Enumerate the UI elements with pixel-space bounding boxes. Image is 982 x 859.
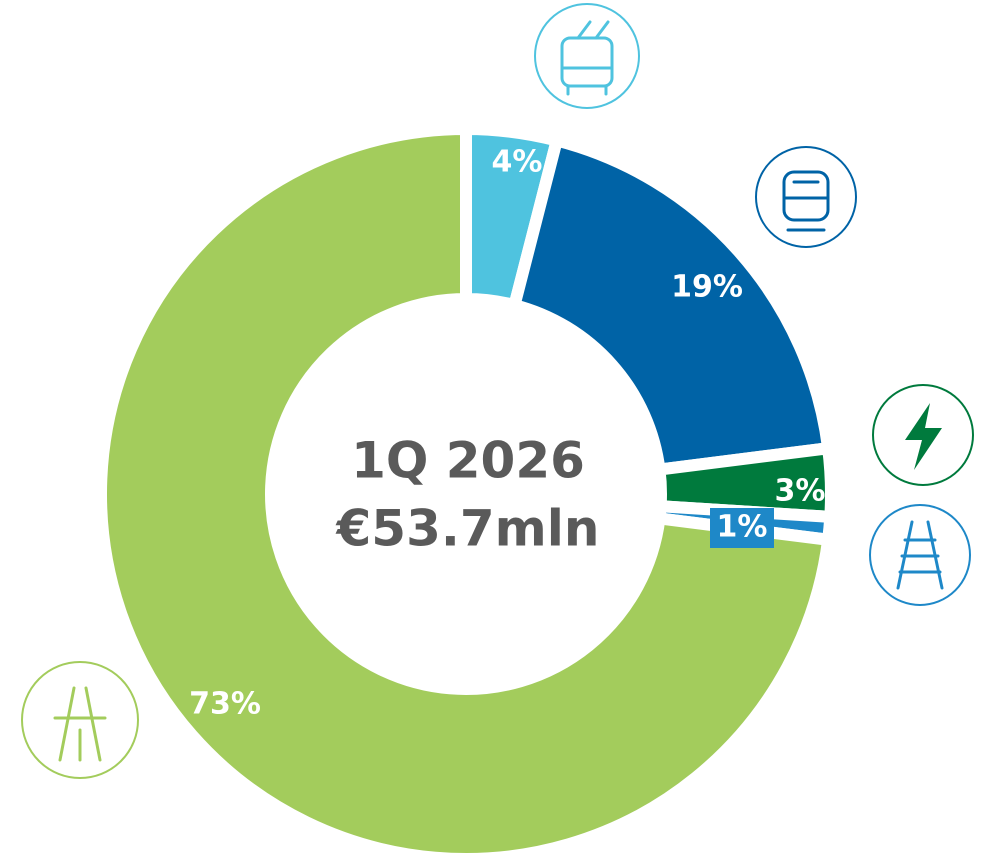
icon-train	[755, 146, 857, 248]
center-title: 1Q 2026	[351, 432, 585, 490]
value-label: 1%	[717, 510, 768, 545]
value-label: 73%	[189, 687, 261, 722]
value-label: 4%	[492, 145, 543, 180]
center-value: €53.7mln	[336, 500, 600, 558]
donut-segment	[95, 122, 835, 859]
donut-segment	[507, 133, 835, 477]
icon-motorway	[21, 661, 139, 779]
label-background	[710, 508, 774, 548]
icon-bus	[534, 3, 640, 109]
value-label: 19%	[671, 270, 743, 305]
value-label: 3%	[775, 474, 826, 509]
segments	[95, 122, 837, 859]
icon-rail	[869, 504, 971, 606]
icon-energy	[872, 384, 974, 486]
